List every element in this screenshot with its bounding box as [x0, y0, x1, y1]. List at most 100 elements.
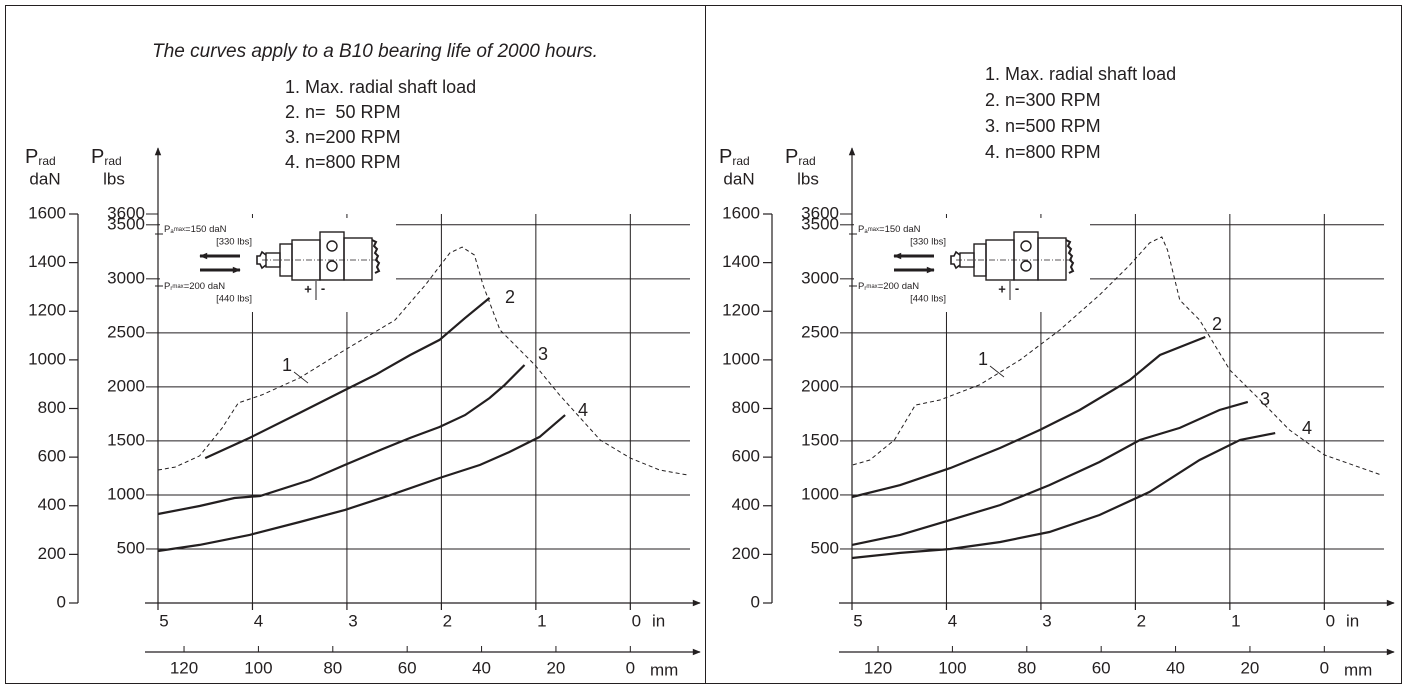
chart-panel: 5001000150020002500300035003600020040060…	[25, 41, 701, 679]
motor-port	[1020, 260, 1032, 272]
y-axis-label-part: rad	[732, 154, 749, 168]
inset-axial-load-part: max	[174, 227, 185, 233]
inset-axial-load-part: P	[858, 224, 864, 235]
inset-radial-load: Prmax=200 daN	[164, 281, 225, 292]
x2-tick-label: 100	[244, 658, 272, 677]
y-tick-label: 600	[38, 447, 66, 466]
y2-axis-unit: lbs	[797, 169, 819, 188]
inset-background	[160, 218, 396, 312]
y-tick-label: 1400	[28, 252, 66, 271]
curve	[851, 400, 1249, 546]
y2-tick-label: 1500	[107, 430, 145, 449]
x2-tick-label: 100	[938, 658, 966, 677]
curve-label: 3	[538, 344, 548, 364]
y2-tick-label: 2500	[801, 322, 839, 341]
legend-entry: 1. Max. radial shaft load	[985, 64, 1176, 84]
motor-spline	[256, 250, 267, 270]
curve-label: 1	[282, 355, 292, 375]
motor-bolts	[371, 239, 381, 274]
x2-tick-label: 60	[1092, 658, 1111, 677]
y-tick-label: 1600	[722, 203, 760, 222]
curve	[851, 432, 1276, 560]
x2-tick-label: 0	[626, 658, 635, 677]
motor-port	[326, 240, 338, 252]
inset-minus: -	[321, 280, 325, 295]
x2-tick-label: 60	[398, 658, 417, 677]
inset-radial-load-part: =200 daN	[184, 281, 226, 292]
x2-tick-label: 80	[323, 658, 342, 677]
x-tick-label: 2	[443, 611, 452, 630]
x2-tick-label: 0	[1320, 658, 1329, 677]
y2-tick-label: 500	[117, 538, 145, 557]
legend-entry: 3. n=200 RPM	[285, 127, 401, 147]
y2-axis-unit: lbs	[103, 169, 125, 188]
x-tick-label: 5	[853, 611, 862, 630]
curve-label: 4	[578, 400, 588, 420]
x-axis-unit: in	[1346, 611, 1359, 630]
y-tick-label: 400	[732, 495, 760, 514]
inset-axial-load-lbs: [330 lbs]	[216, 237, 252, 248]
y2-axis-label-part: P	[785, 146, 798, 168]
legend-entry: 4. n=800 RPM	[285, 152, 401, 172]
y-axis-label-part: rad	[38, 154, 55, 168]
x-tick-label: 4	[948, 611, 957, 630]
inset-axial-load-part: =150 daN	[879, 224, 921, 235]
motor-sketch	[950, 231, 1075, 281]
y2-tick-label: 3500	[107, 214, 145, 233]
y2-tick-label: 3000	[107, 268, 145, 287]
x-tick-label: 0	[1326, 611, 1335, 630]
motor-sketch	[256, 231, 381, 281]
x2-tick-label: 20	[546, 658, 565, 677]
legend-entry: 2. n= 50 RPM	[285, 102, 401, 122]
motor-port	[326, 260, 338, 272]
curve	[157, 364, 526, 516]
inset-minus: -	[1015, 280, 1019, 295]
inset-background	[854, 218, 1090, 312]
y-axis-label: Prad	[719, 146, 750, 168]
inset-radial-load-part: r	[864, 286, 866, 292]
x2-tick-label: 120	[864, 658, 892, 677]
legend-entry: 2. n=300 RPM	[985, 90, 1101, 110]
x2-tick-label: 40	[472, 658, 491, 677]
y2-tick-label: 1000	[801, 484, 839, 503]
x-tick-label: 3	[348, 611, 357, 630]
curve-label: 1	[978, 349, 988, 369]
inset-plus: +	[998, 281, 1006, 296]
y-tick-label: 200	[38, 544, 66, 563]
legend-entry: 1. Max. radial shaft load	[285, 77, 476, 97]
y2-axis-label: Prad	[785, 146, 816, 168]
motor-spline	[950, 250, 961, 270]
inset-radial-load-part: r	[170, 286, 172, 292]
x-tick-label: 1	[537, 611, 546, 630]
curve-label-leader	[293, 371, 309, 384]
y2-axis-label-part: rad	[798, 154, 815, 168]
y-axis-label-part: P	[25, 146, 38, 168]
y-tick-label: 1400	[722, 252, 760, 271]
curve	[852, 236, 1382, 476]
y-tick-label: 1000	[722, 349, 760, 368]
curve-label: 2	[505, 287, 515, 307]
x-tick-label: 2	[1137, 611, 1146, 630]
y-tick-label: 1200	[28, 301, 66, 320]
y-axis-label-part: P	[719, 146, 732, 168]
y-tick-label: 1600	[28, 203, 66, 222]
x2-tick-label: 40	[1166, 658, 1185, 677]
y2-tick-label: 2000	[107, 376, 145, 395]
y2-tick-label: 3600	[107, 203, 145, 222]
inset-axial-load-part: =150 daN	[185, 224, 227, 235]
x-tick-label: 5	[159, 611, 168, 630]
curve	[157, 246, 688, 476]
y2-tick-label: 3000	[801, 268, 839, 287]
y2-axis-label: Prad	[91, 146, 122, 168]
x-tick-label: 3	[1042, 611, 1051, 630]
curve-label: 4	[1302, 418, 1312, 438]
y2-axis-label-part: P	[91, 146, 104, 168]
inset-axial-load-part: a	[170, 229, 174, 235]
x2-axis-unit: mm	[650, 660, 678, 679]
y-tick-label: 800	[732, 398, 760, 417]
x2-tick-label: 80	[1017, 658, 1036, 677]
x-tick-label: 0	[632, 611, 641, 630]
chart-panel: 5001000150020002500300035003600020040060…	[719, 64, 1395, 679]
sheet-border	[5, 5, 1402, 684]
